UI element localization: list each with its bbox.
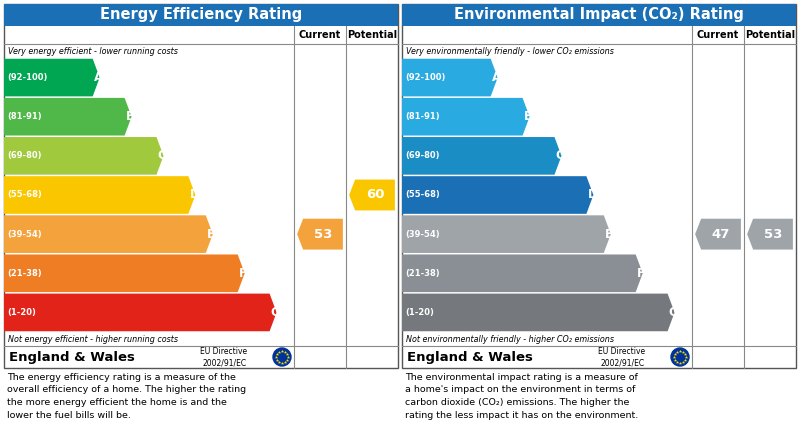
- Polygon shape: [4, 98, 131, 135]
- Text: B: B: [524, 110, 533, 123]
- Text: (69-80): (69-80): [405, 152, 439, 160]
- Text: 53: 53: [314, 228, 332, 240]
- Polygon shape: [747, 219, 793, 249]
- Text: (81-91): (81-91): [405, 112, 440, 121]
- Polygon shape: [349, 180, 395, 211]
- Bar: [402, 4, 796, 368]
- Text: D: D: [190, 189, 199, 202]
- Text: EU Directive
2002/91/EC: EU Directive 2002/91/EC: [598, 347, 645, 367]
- Polygon shape: [402, 137, 562, 175]
- Text: Not environmentally friendly - higher CO₂ emissions: Not environmentally friendly - higher CO…: [406, 334, 614, 343]
- Polygon shape: [402, 98, 530, 135]
- Text: F: F: [637, 267, 645, 280]
- Polygon shape: [402, 59, 498, 97]
- Polygon shape: [4, 215, 213, 253]
- Text: 47: 47: [712, 228, 730, 240]
- Text: EU Directive
2002/91/EC: EU Directive 2002/91/EC: [200, 347, 247, 367]
- Text: Current: Current: [697, 30, 739, 40]
- Text: A: A: [492, 71, 501, 84]
- Text: Current: Current: [299, 30, 341, 40]
- Text: G: G: [669, 306, 678, 319]
- Text: (21-38): (21-38): [7, 269, 42, 278]
- Circle shape: [671, 348, 689, 366]
- Text: Very energy efficient - lower running costs: Very energy efficient - lower running co…: [8, 46, 178, 55]
- Text: (55-68): (55-68): [405, 190, 440, 199]
- Text: (69-80): (69-80): [7, 152, 42, 160]
- Polygon shape: [4, 254, 245, 292]
- Text: (55-68): (55-68): [7, 190, 42, 199]
- Text: A: A: [94, 71, 103, 84]
- Text: (1-20): (1-20): [405, 308, 434, 317]
- Text: (21-38): (21-38): [405, 269, 440, 278]
- Text: The energy efficiency rating is a measure of the
overall efficiency of a home. T: The energy efficiency rating is a measur…: [7, 373, 246, 419]
- Text: G: G: [270, 306, 280, 319]
- Bar: [4, 4, 398, 368]
- Text: The environmental impact rating is a measure of
a home's impact on the environme: The environmental impact rating is a mea…: [405, 373, 638, 419]
- Polygon shape: [297, 219, 343, 249]
- Circle shape: [273, 348, 291, 366]
- Polygon shape: [402, 294, 674, 331]
- Text: Environmental Impact (CO₂) Rating: Environmental Impact (CO₂) Rating: [454, 8, 744, 22]
- Polygon shape: [695, 219, 741, 249]
- Polygon shape: [4, 59, 100, 97]
- Text: B: B: [126, 110, 134, 123]
- Polygon shape: [402, 254, 642, 292]
- Text: (92-100): (92-100): [7, 73, 47, 82]
- Bar: [4, 4, 398, 26]
- Text: (39-54): (39-54): [405, 230, 440, 239]
- Text: C: C: [158, 149, 166, 162]
- Text: Energy Efficiency Rating: Energy Efficiency Rating: [100, 8, 302, 22]
- Polygon shape: [4, 137, 163, 175]
- Text: England & Wales: England & Wales: [9, 350, 135, 363]
- Text: Potential: Potential: [347, 30, 397, 40]
- Text: C: C: [555, 149, 564, 162]
- Text: 60: 60: [366, 189, 384, 202]
- Text: England & Wales: England & Wales: [407, 350, 533, 363]
- Polygon shape: [402, 176, 594, 214]
- Text: D: D: [587, 189, 597, 202]
- Text: 53: 53: [764, 228, 782, 240]
- Bar: [402, 4, 796, 26]
- Text: (1-20): (1-20): [7, 308, 36, 317]
- Text: E: E: [206, 228, 214, 240]
- Text: (39-54): (39-54): [7, 230, 42, 239]
- Text: Not energy efficient - higher running costs: Not energy efficient - higher running co…: [8, 334, 178, 343]
- Text: Potential: Potential: [745, 30, 795, 40]
- Text: Very environmentally friendly - lower CO₂ emissions: Very environmentally friendly - lower CO…: [406, 46, 614, 55]
- Text: (81-91): (81-91): [7, 112, 42, 121]
- Text: F: F: [238, 267, 246, 280]
- Polygon shape: [402, 215, 611, 253]
- Text: (92-100): (92-100): [405, 73, 446, 82]
- Polygon shape: [4, 176, 195, 214]
- Text: E: E: [605, 228, 613, 240]
- Polygon shape: [4, 294, 277, 331]
